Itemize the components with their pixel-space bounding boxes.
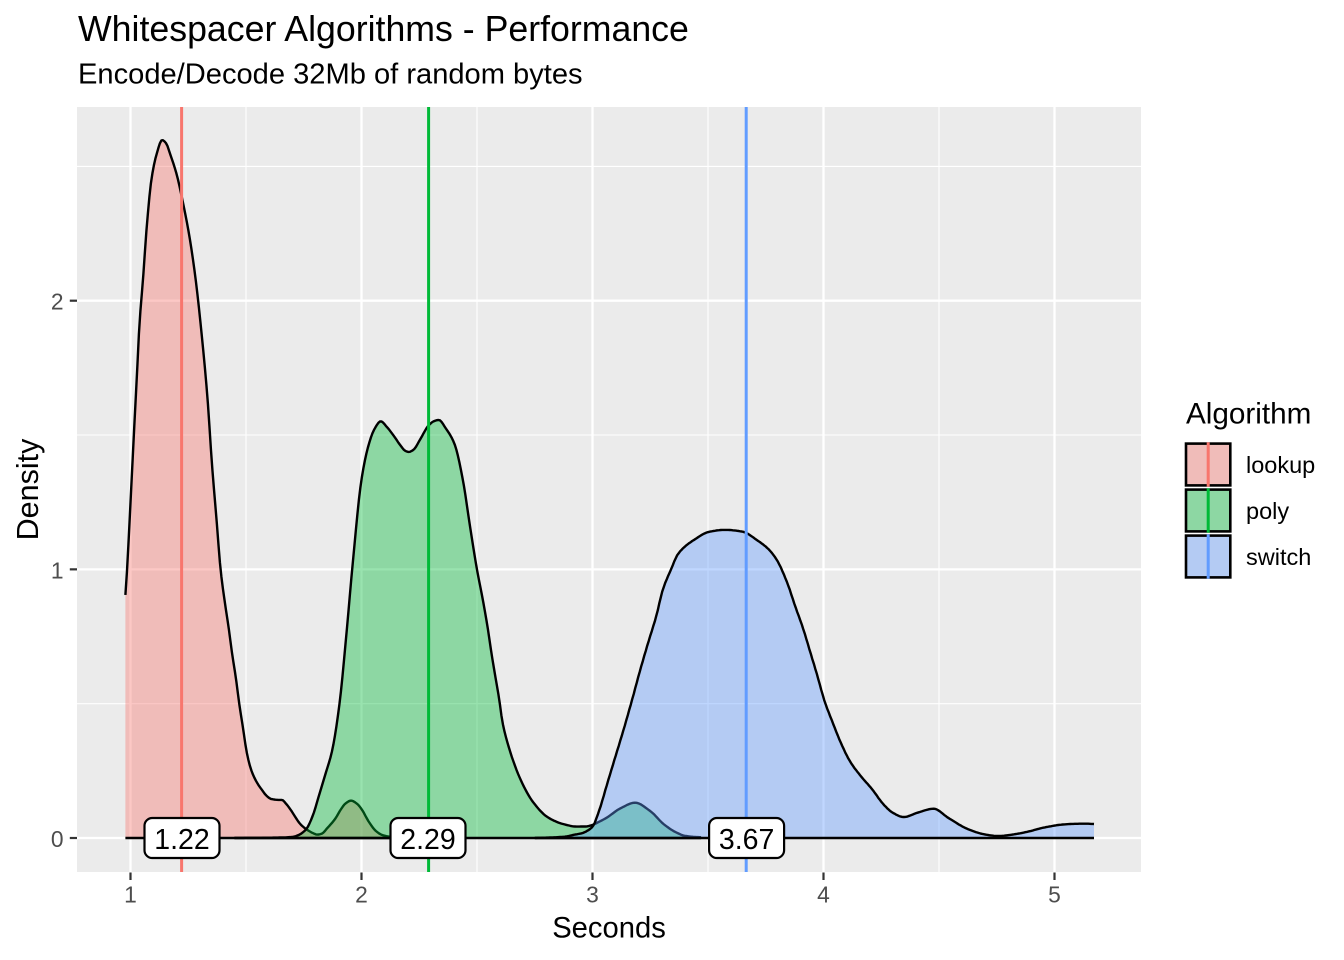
svg-text:3.67: 3.67 [719,824,774,856]
svg-text:Density: Density [11,438,45,540]
svg-text:poly: poly [1246,498,1289,524]
svg-text:4: 4 [817,882,830,908]
svg-text:1: 1 [124,882,137,908]
svg-text:2: 2 [51,289,64,315]
svg-text:0: 0 [51,826,64,852]
svg-text:2: 2 [355,882,368,908]
svg-text:1.22: 1.22 [154,824,209,856]
svg-text:5: 5 [1048,882,1061,908]
svg-text:Algorithm: Algorithm [1186,398,1311,431]
svg-text:3: 3 [586,882,599,908]
svg-text:lookup: lookup [1246,452,1315,478]
svg-text:switch: switch [1246,544,1311,570]
svg-text:1: 1 [51,557,64,583]
svg-text:Encode/Decode 32Mb of random b: Encode/Decode 32Mb of random bytes [78,59,583,91]
svg-text:2.29: 2.29 [400,824,455,856]
svg-text:Whitespacer Algorithms - Perfo: Whitespacer Algorithms - Performance [78,9,689,49]
svg-text:Seconds: Seconds [552,913,666,945]
